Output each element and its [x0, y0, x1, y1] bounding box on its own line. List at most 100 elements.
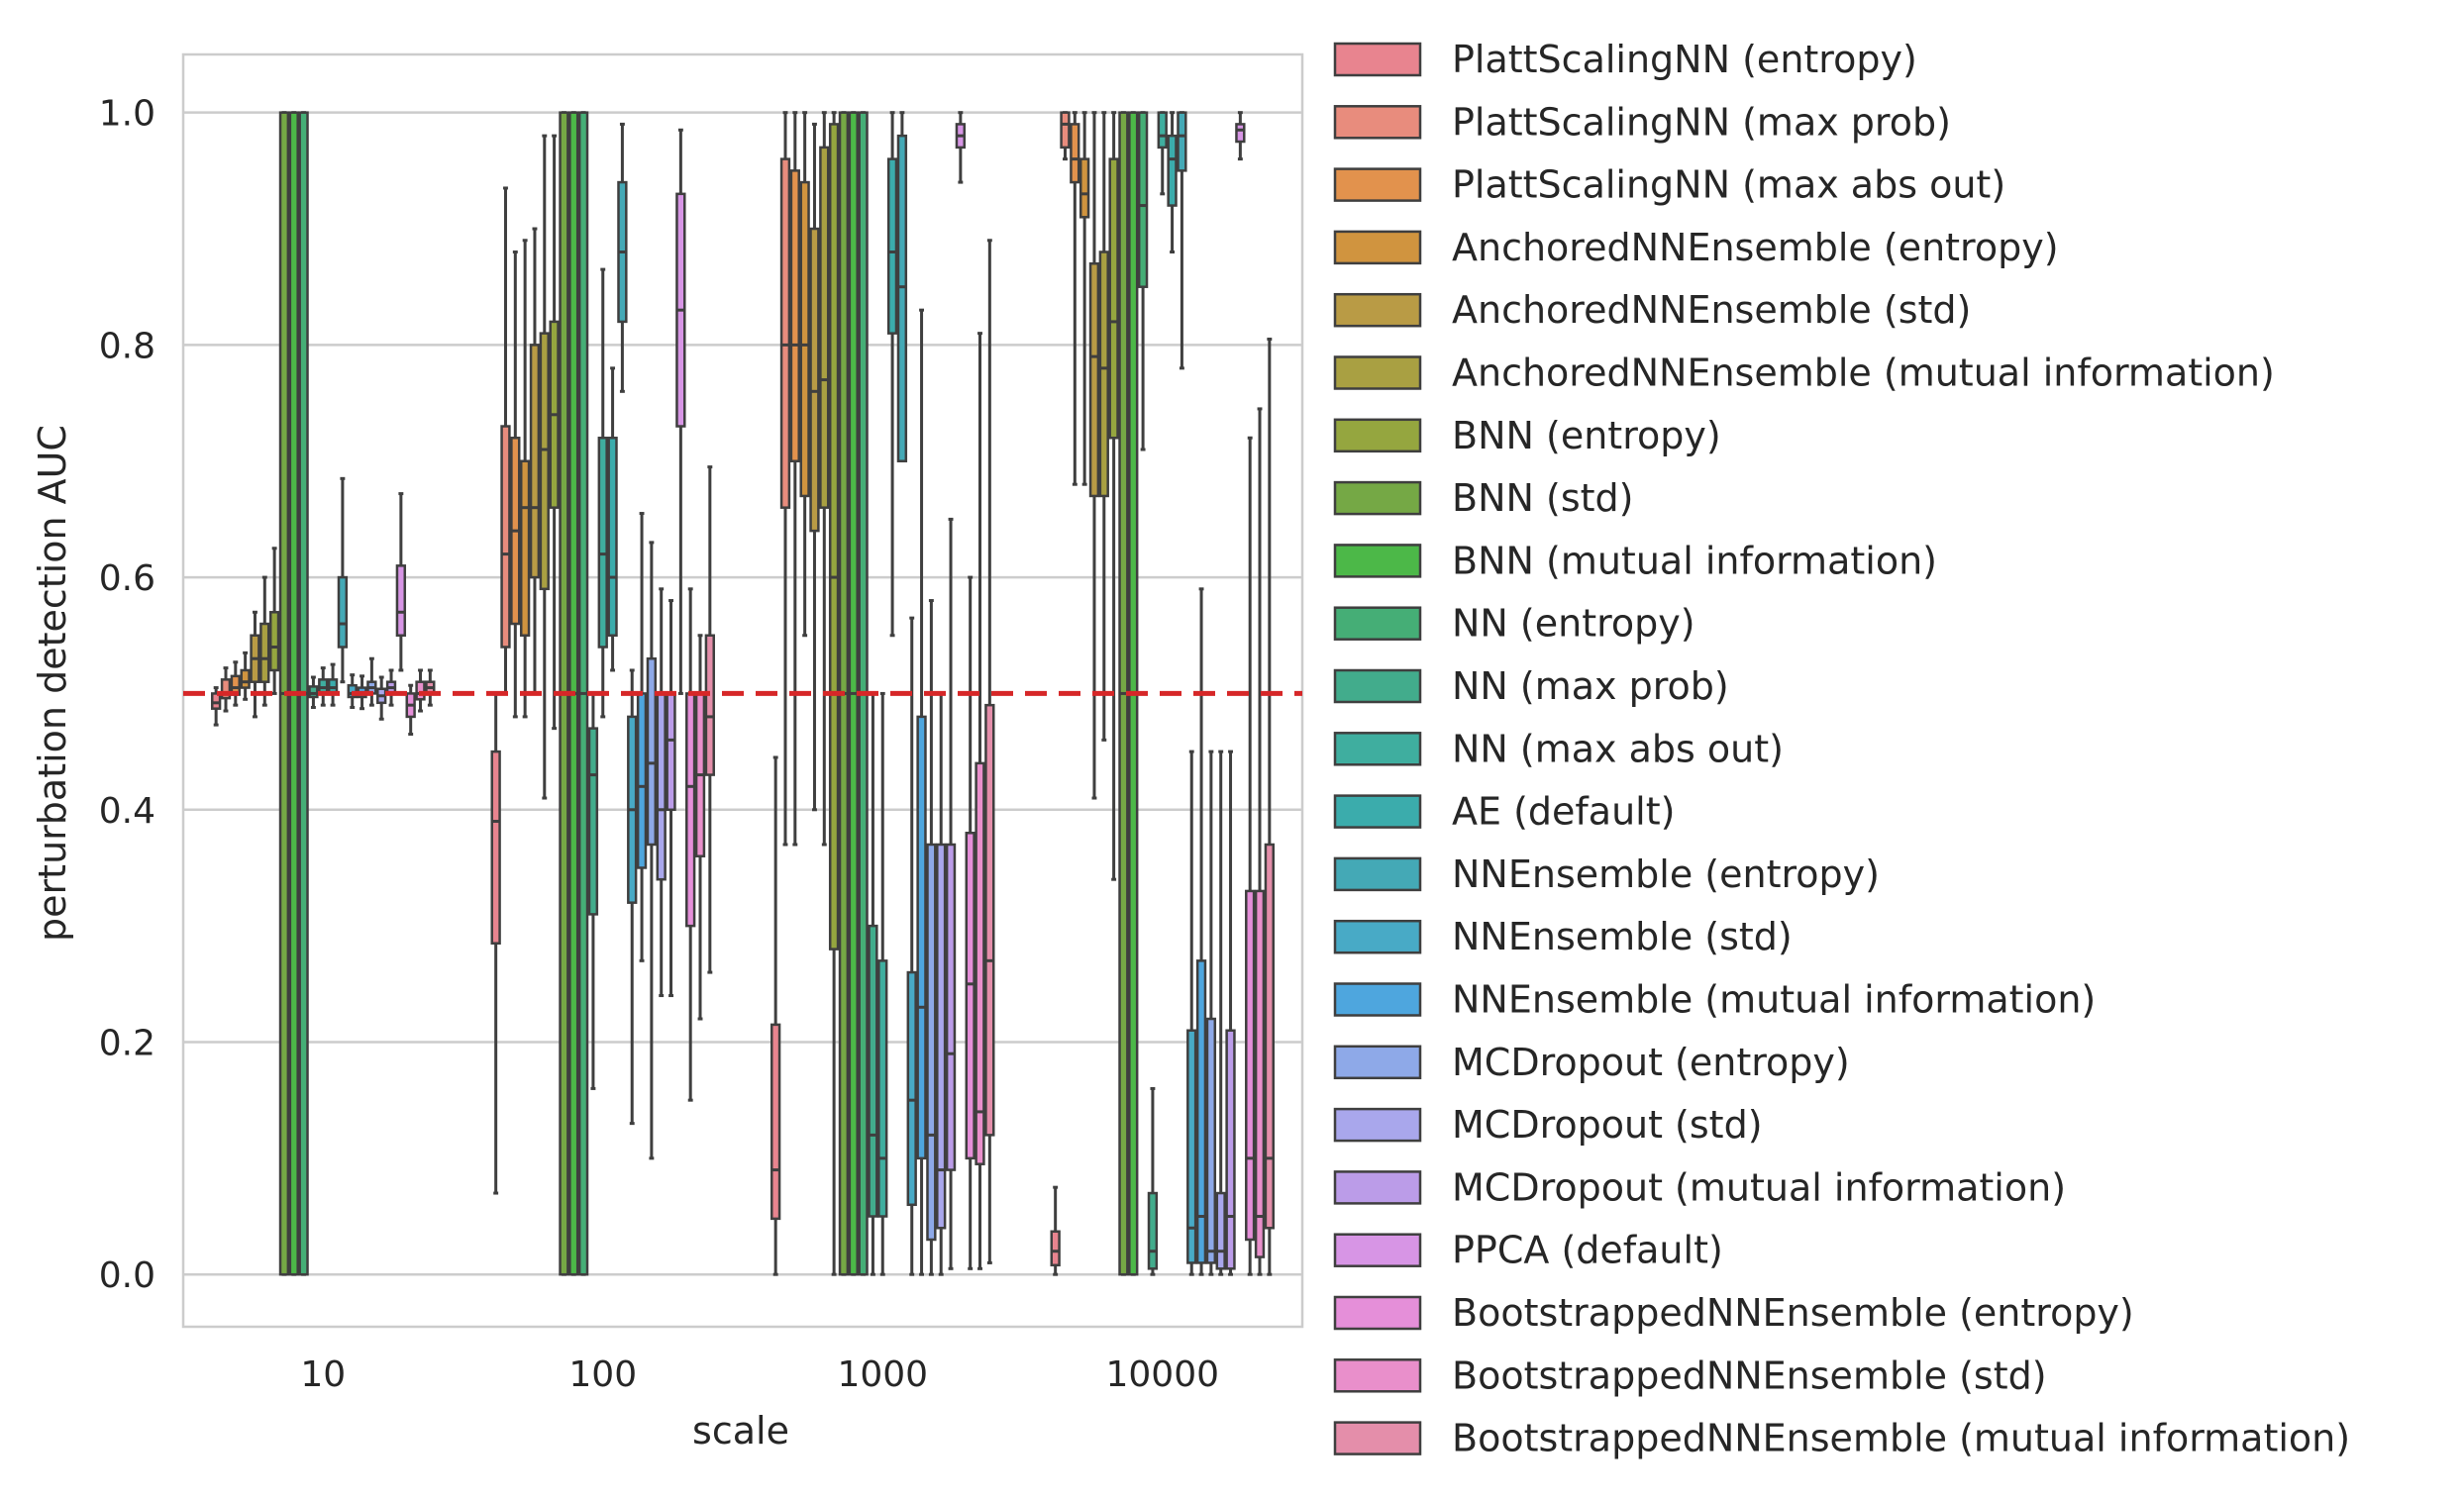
- legend-entry: BNN (std): [1333, 476, 1633, 520]
- legend-entry: BootstrappedNNEnsemble (entropy): [1333, 1291, 2134, 1335]
- box-18-3: [1225, 750, 1236, 1276]
- box-3-3: [1078, 111, 1090, 486]
- box-body: [704, 634, 715, 776]
- box-3-2: [799, 111, 810, 638]
- box-0-1: [490, 691, 501, 1195]
- box-body: [886, 157, 898, 335]
- box-12-2: [886, 111, 898, 638]
- box-19-0: [395, 492, 407, 672]
- box-body: [259, 622, 270, 683]
- legend-entry: NNEnsemble (entropy): [1333, 852, 1880, 896]
- legend-label: AE (default): [1452, 790, 1675, 834]
- legend-swatch: [1333, 606, 1422, 641]
- legend-entry: NN (entropy): [1333, 602, 1695, 646]
- box-13-2: [896, 111, 908, 462]
- legend-label: BootstrappedNNEnsemble (entropy): [1452, 1291, 2134, 1335]
- box-body: [337, 575, 349, 649]
- y-tick-label: 0.6: [99, 558, 155, 599]
- legend-label: BootstrappedNNEnsemble (mutual informati…: [1452, 1417, 2350, 1460]
- box-13-1: [617, 122, 628, 393]
- box-body: [666, 692, 676, 812]
- box-11-3: [1157, 111, 1168, 196]
- box-body: [779, 157, 791, 509]
- box-22-1: [704, 465, 715, 974]
- legend-entry: AnchoredNNEnsemble (entropy): [1333, 226, 2059, 269]
- box-body: [896, 134, 908, 462]
- legend-entry: MCDropout (std): [1333, 1103, 1763, 1147]
- box-17-0: [376, 675, 387, 721]
- box-2-1: [510, 250, 521, 719]
- box-body: [1186, 1029, 1197, 1264]
- box-14-3: [1186, 750, 1197, 1276]
- legend-swatch: [1333, 919, 1422, 954]
- box-18-0: [385, 668, 397, 707]
- box-3-1: [519, 239, 531, 719]
- box-body: [1245, 889, 1256, 1242]
- box-4-2: [809, 122, 820, 812]
- box-19-2: [955, 111, 967, 184]
- legend-entry: NNEnsemble (mutual information): [1333, 978, 2096, 1022]
- legend-swatch: [1333, 42, 1422, 77]
- legend-entry: MCDropout (entropy): [1333, 1041, 1850, 1084]
- box-body: [587, 727, 599, 916]
- box-body: [975, 761, 985, 1165]
- box-body: [211, 692, 222, 710]
- box-body: [799, 180, 810, 498]
- legend-entry: NN (max abs out): [1333, 727, 1784, 770]
- box-body: [916, 715, 927, 1160]
- box-13-3: [1177, 111, 1187, 370]
- legend-swatch: [1333, 105, 1422, 140]
- legend-swatch: [1333, 732, 1422, 766]
- box-body: [597, 437, 608, 649]
- box-body: [656, 692, 667, 881]
- legend-label: BNN (std): [1452, 476, 1633, 520]
- box-16-2: [926, 599, 937, 1276]
- box-10-3: [1147, 1086, 1159, 1276]
- y-tick-label: 0.2: [99, 1023, 155, 1063]
- legend-swatch: [1333, 1045, 1422, 1080]
- legend-swatch: [1333, 1170, 1422, 1205]
- legend-label: NNEnsemble (std): [1452, 915, 1793, 958]
- box-20-2: [965, 575, 975, 1270]
- x-axis-label: scale: [692, 1409, 789, 1452]
- legend-label: PlattScalingNN (max abs out): [1452, 163, 2005, 207]
- legend-swatch: [1333, 1233, 1422, 1267]
- box-21-3: [1254, 407, 1266, 1276]
- box-16-1: [646, 541, 658, 1160]
- box-body: [415, 680, 426, 701]
- box-body: [539, 332, 550, 591]
- box-20-0: [405, 683, 416, 737]
- box-body: [1225, 1029, 1236, 1270]
- box-body: [1195, 959, 1207, 1264]
- x-tick-label: 10: [300, 1354, 346, 1395]
- box-5-3: [1098, 111, 1109, 742]
- box-0-3: [1050, 1185, 1061, 1276]
- legend-label: PlattScalingNN (entropy): [1452, 38, 1917, 81]
- legend-label: AnchoredNNEnsemble (entropy): [1452, 226, 2059, 269]
- box-20-3: [1245, 436, 1256, 1276]
- box-body: [1177, 111, 1187, 172]
- box-body: [965, 832, 975, 1160]
- x-tick-label: 100: [568, 1354, 637, 1395]
- legend-entry: BNN (entropy): [1333, 414, 1721, 457]
- legend-label: BNN (entropy): [1452, 414, 1721, 457]
- legend-swatch: [1333, 1358, 1422, 1393]
- box-body: [685, 692, 696, 928]
- box-body: [1060, 111, 1071, 150]
- box-body: [220, 678, 232, 700]
- legend-label: PPCA (default): [1452, 1229, 1723, 1272]
- legend-entry: AnchoredNNEnsemble (mutual information): [1333, 351, 2275, 395]
- box-22-3: [1264, 338, 1276, 1276]
- box-body: [308, 685, 319, 699]
- box-19-1: [675, 128, 686, 695]
- box-11-2: [877, 691, 888, 1276]
- legend-entry: PPCA (default): [1333, 1229, 1723, 1272]
- legend-swatch: [1333, 418, 1422, 453]
- box-15-3: [1195, 587, 1207, 1276]
- box-16-3: [1205, 750, 1217, 1276]
- legend-entry: NN (max prob): [1333, 664, 1729, 708]
- legend-label: NNEnsemble (mutual information): [1452, 978, 2096, 1022]
- legend-entry: PlattScalingNN (max abs out): [1333, 163, 2005, 207]
- box-body: [1167, 134, 1178, 207]
- box-1-0: [220, 666, 232, 713]
